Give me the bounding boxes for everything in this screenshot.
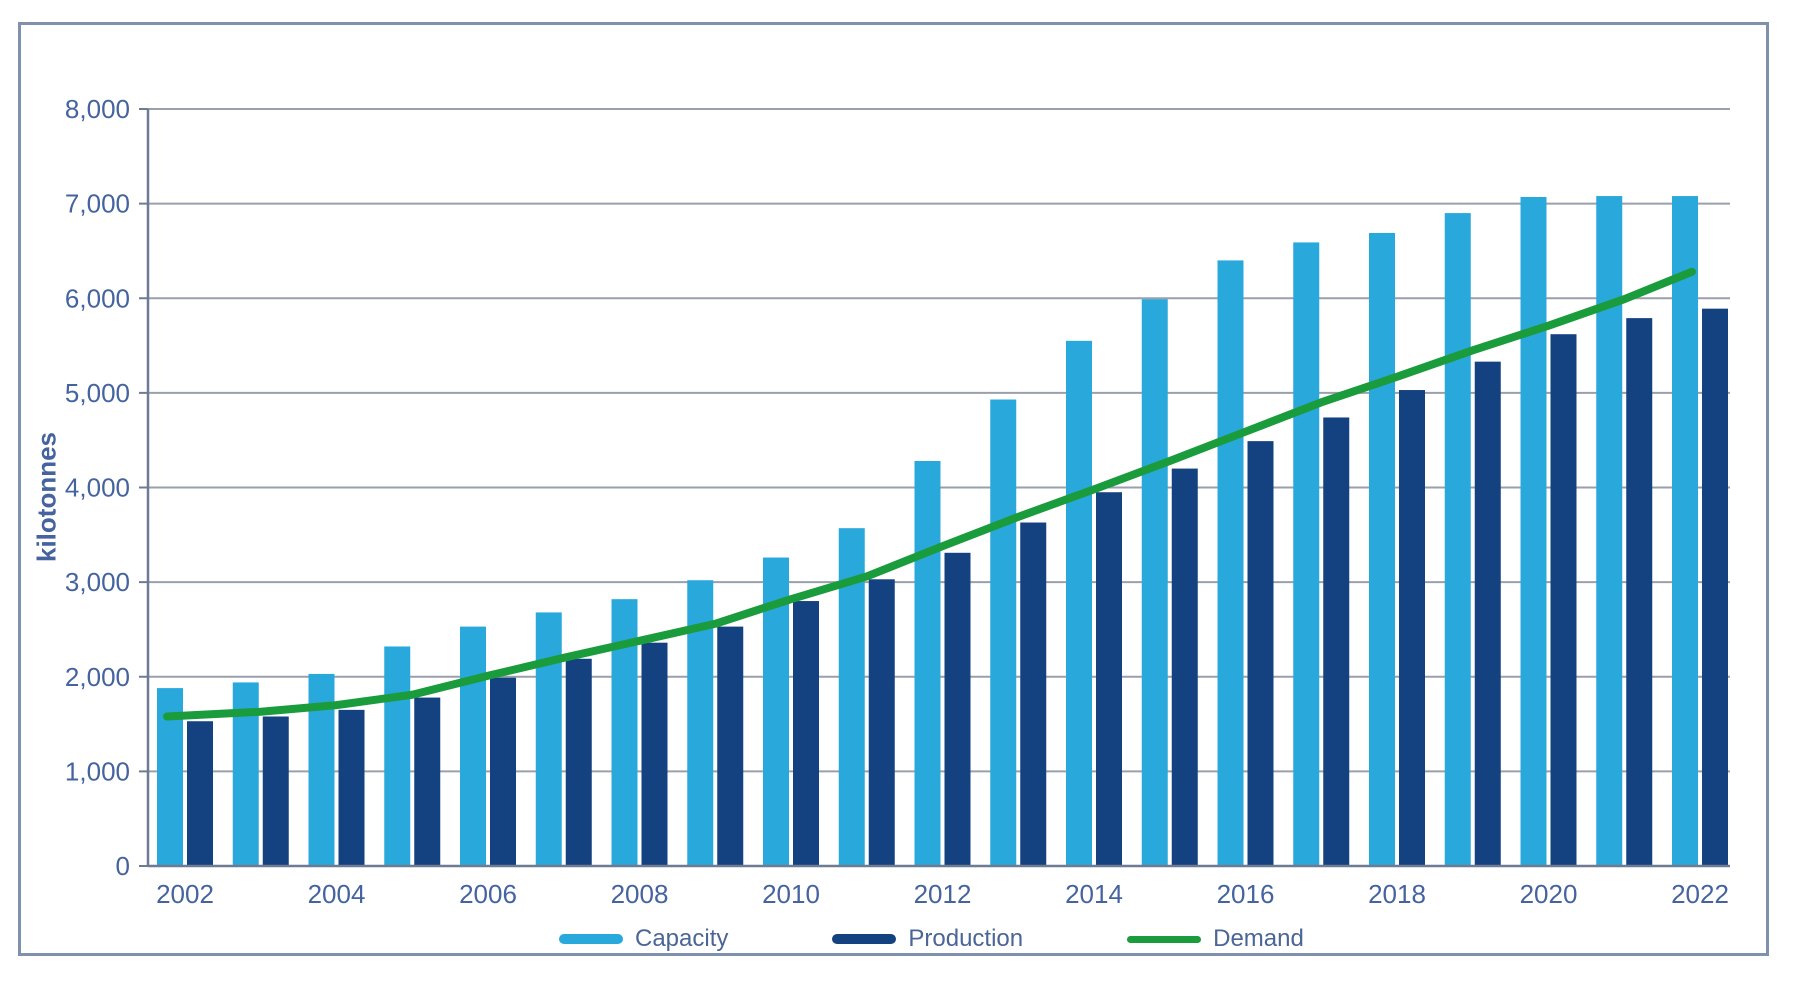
- production-bar: [187, 721, 213, 866]
- y-tick-label: 4,000: [65, 473, 130, 503]
- capacity-bar: [460, 626, 486, 866]
- legend-item-capacity: Capacity: [559, 925, 728, 953]
- legend-label-demand: Demand: [1213, 925, 1304, 952]
- production-bar: [717, 626, 744, 866]
- x-tick-label: 2012: [914, 879, 972, 909]
- x-tick-label: 2004: [308, 879, 366, 909]
- production-bar: [1247, 441, 1274, 866]
- production-bar: [1702, 308, 1728, 866]
- capacity-bar: [1444, 213, 1471, 866]
- production-bar: [565, 658, 592, 866]
- capacity-bar: [535, 612, 562, 866]
- legend-item-demand: Demand: [1127, 925, 1304, 953]
- y-axis-title: kilotonnes: [31, 431, 62, 563]
- capacity-bar: [384, 646, 411, 866]
- production-bar: [1020, 522, 1047, 866]
- capacity-bar: [1520, 197, 1547, 867]
- x-tick-label: 2020: [1520, 879, 1578, 909]
- legend-swatch-production: [832, 934, 897, 944]
- capacity-bar: [914, 461, 941, 866]
- production-bar: [1550, 334, 1577, 866]
- capacity-bar: [1293, 242, 1320, 866]
- production-bar: [1399, 390, 1425, 866]
- production-bar: [338, 709, 365, 866]
- x-tick-label: 2022: [1671, 879, 1729, 909]
- x-tick-label: 2018: [1368, 879, 1426, 909]
- x-tick-label: 2002: [156, 879, 214, 909]
- legend-label-production: Production: [908, 925, 1024, 952]
- y-tick-label: 2,000: [65, 662, 130, 692]
- x-tick-label: 2008: [611, 879, 669, 909]
- production-bar: [1474, 361, 1501, 866]
- production-bar: [490, 677, 516, 866]
- capacity-bar: [1369, 232, 1395, 867]
- y-tick-label: 5,000: [65, 378, 130, 408]
- demand-line: [163, 267, 1696, 721]
- legend-swatch-demand: [1127, 935, 1202, 943]
- capacity-bar: [1672, 196, 1698, 866]
- x-tick-label: 2014: [1065, 879, 1123, 909]
- production-bar: [1323, 417, 1350, 866]
- production-bar: [1096, 492, 1122, 866]
- legend-item-production: Production: [832, 925, 1023, 953]
- legend-label-capacity: Capacity: [635, 925, 729, 952]
- legend: Capacity Production Demand: [559, 924, 1304, 954]
- production-bar: [793, 601, 819, 866]
- y-tick-label: 1,000: [65, 756, 130, 786]
- x-tick-label: 2010: [762, 879, 820, 909]
- production-bar: [641, 642, 668, 866]
- legend-swatch-capacity: [559, 934, 623, 944]
- y-tick-label: 7,000: [65, 189, 130, 219]
- y-tick-label: 6,000: [65, 283, 130, 313]
- y-tick-label: 3,000: [65, 567, 130, 597]
- production-bar: [868, 579, 895, 866]
- production-bar: [414, 697, 441, 866]
- production-bar: [262, 716, 289, 866]
- capacity-bar: [1066, 340, 1092, 866]
- production-bar: [1171, 468, 1198, 866]
- x-tick-label: 2016: [1217, 879, 1275, 909]
- y-tick-label: 0: [116, 851, 130, 881]
- capacity-bar: [1596, 196, 1623, 866]
- capacity-bar: [1141, 299, 1168, 866]
- production-bar: [944, 552, 971, 866]
- x-tick-label: 2006: [459, 879, 517, 909]
- capacity-bar: [990, 399, 1017, 866]
- production-bar: [1626, 318, 1653, 867]
- y-tick-label: 8,000: [65, 94, 130, 124]
- capacity-bar: [1217, 260, 1244, 866]
